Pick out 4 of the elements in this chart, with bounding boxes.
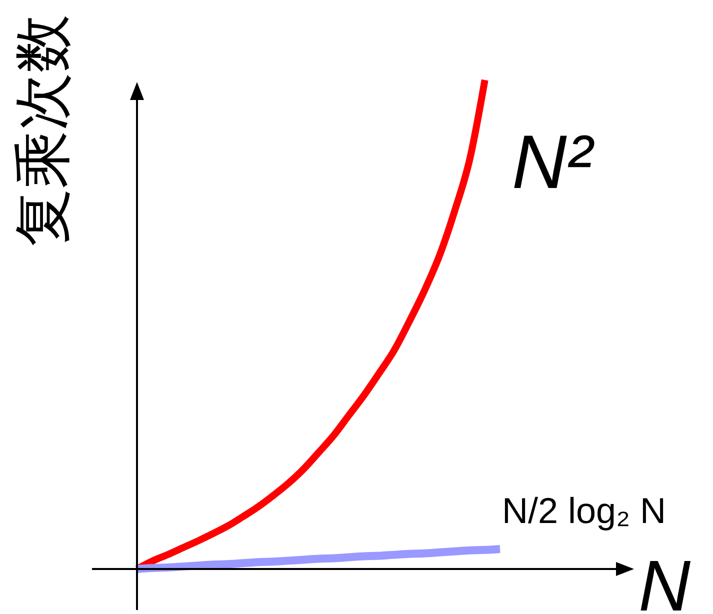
series-label: N/2 log₂ N bbox=[502, 490, 666, 531]
x-axis-title: N bbox=[638, 546, 692, 614]
series-label: N² bbox=[512, 120, 595, 205]
y-axis-title: 复乘次数 bbox=[8, 14, 76, 246]
